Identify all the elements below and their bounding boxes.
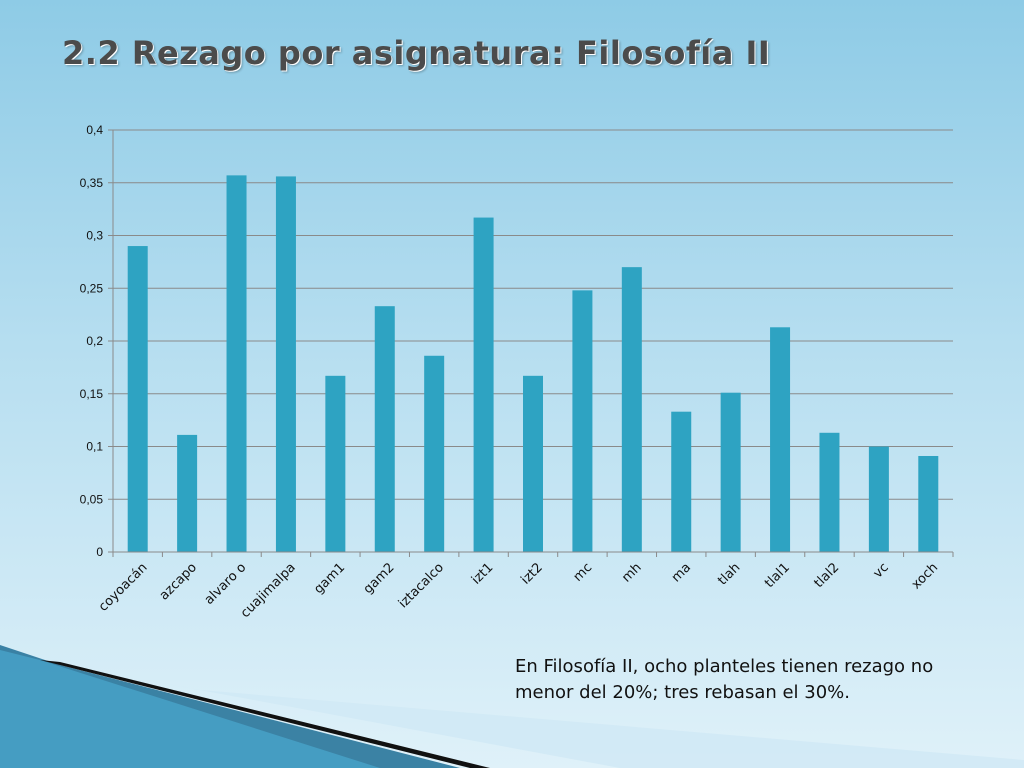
bar	[275, 176, 296, 553]
bar	[819, 432, 840, 552]
y-tick-label: 0	[96, 545, 103, 559]
slide-title: 2.2 Rezago por asignatura: Filosofía II	[62, 34, 771, 72]
axes	[112, 130, 953, 553]
bar	[127, 246, 148, 553]
bar	[720, 392, 741, 552]
y-tick-label: 0,35	[80, 176, 104, 190]
bars	[127, 175, 939, 553]
y-axis-ticks: 0 0,05 0,1 0,15 0,2 0,25 0,3 0,35 0,4	[80, 123, 113, 559]
bar	[226, 175, 247, 553]
bar	[424, 355, 445, 552]
y-tick-label: 0,2	[86, 334, 103, 348]
bar	[572, 290, 593, 552]
bar	[374, 306, 395, 552]
bar	[671, 411, 692, 552]
bar	[177, 434, 198, 552]
bar	[523, 375, 543, 552]
bar	[868, 446, 889, 552]
y-tick-label: 0,3	[86, 229, 103, 243]
bar	[918, 455, 939, 552]
y-tick-label: 0,25	[80, 281, 104, 295]
y-tick-label: 0,05	[80, 492, 104, 506]
slide-caption: En Filosofía II, ocho planteles tienen r…	[515, 656, 934, 703]
y-tick-label: 0,1	[86, 440, 103, 454]
bar	[325, 375, 346, 552]
bar	[621, 267, 642, 552]
y-tick-label: 0,15	[80, 387, 104, 401]
bar	[770, 327, 791, 552]
bar	[473, 217, 494, 552]
y-tick-label: 0,4	[86, 123, 103, 137]
